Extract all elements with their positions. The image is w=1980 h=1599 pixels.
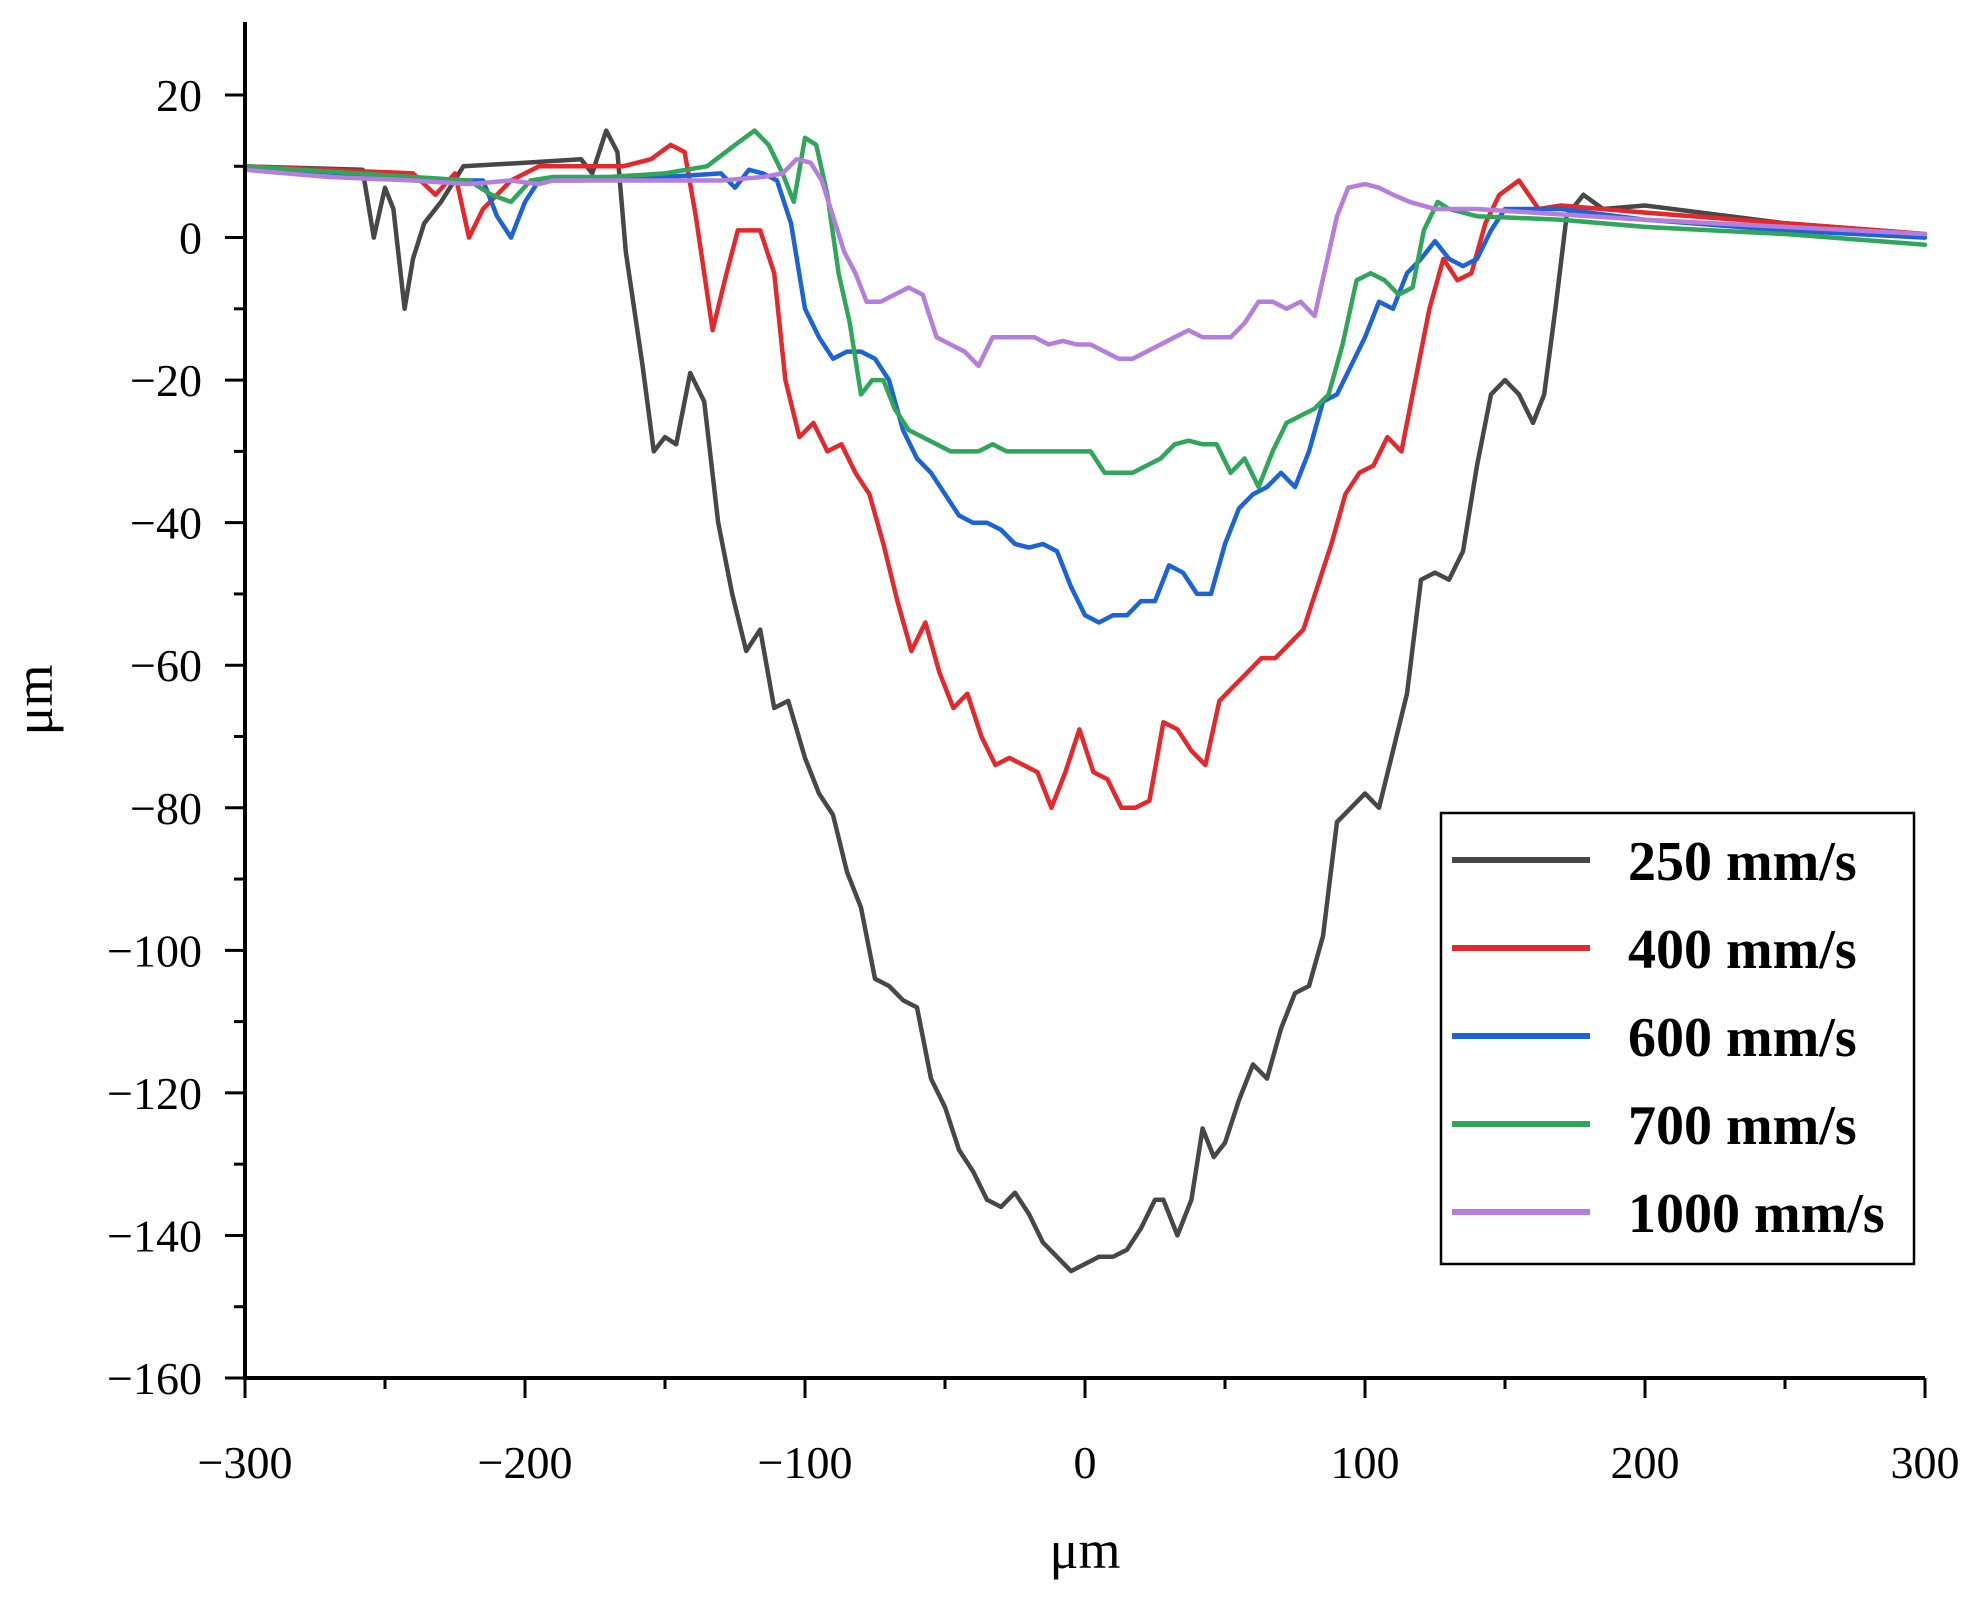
legend-label: 400 mm/s	[1628, 919, 1857, 981]
x-ticks: −300 −200 −100 0 100 200 300	[198, 1378, 1960, 1488]
series-line-1000-mm-s	[242, 156, 1928, 369]
series-line-400-mm-s	[242, 142, 1928, 811]
y-tick-label: −20	[130, 355, 202, 406]
legend-items: 250 mm/s 400 mm/s 600 mm/s 700 mm/s 1000 mm/…	[1452, 831, 1885, 1245]
x-tick-label: 300	[1891, 1437, 1960, 1488]
y-tick-label: 20	[156, 70, 202, 121]
y-tick-label: −160	[107, 1353, 202, 1404]
y-tick-label: −40	[130, 498, 202, 549]
series-line-250-mm-s	[242, 128, 1928, 1274]
x-tick-label: −200	[478, 1437, 573, 1488]
y-tick-label: −100	[107, 925, 202, 976]
y-axis-title: μm	[4, 665, 64, 736]
series-line-700-mm-s	[242, 128, 1928, 490]
legend: 250 mm/s 400 mm/s 600 mm/s 700 mm/s 1000 mm/…	[1439, 811, 1916, 1266]
legend-label: 250 mm/s	[1628, 831, 1857, 893]
x-tick-label: −100	[758, 1437, 853, 1488]
y-tick-label: 0	[179, 213, 202, 264]
x-tick-label: −300	[198, 1437, 293, 1488]
series-line-600-mm-s	[242, 164, 1928, 625]
x-tick-label: 100	[1331, 1437, 1400, 1488]
y-tick-label: −140	[107, 1210, 202, 1261]
legend-label: 1000 mm/s	[1628, 1183, 1885, 1245]
y-tick-label: −60	[130, 640, 202, 691]
y-tick-label: −120	[107, 1068, 202, 1119]
x-tick-label: 200	[1611, 1437, 1680, 1488]
y-tick-label: −80	[130, 783, 202, 834]
y-ticks: 20 0 −20 −40 −60 −80 −100 −120 −140 −160	[107, 70, 245, 1404]
legend-label: 700 mm/s	[1628, 1095, 1857, 1157]
legend-label: 600 mm/s	[1628, 1007, 1857, 1069]
x-tick-label: 0	[1074, 1437, 1097, 1488]
series-layer	[242, 128, 1928, 1274]
x-axis-title: μm	[1050, 1520, 1121, 1580]
